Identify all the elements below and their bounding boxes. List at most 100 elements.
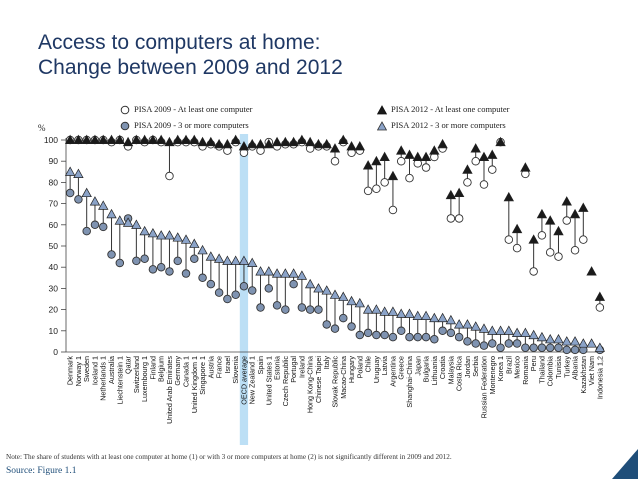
y-axis-label: % xyxy=(38,123,46,133)
marker-pisa2009-three xyxy=(107,250,116,259)
marker-pisa2009-one xyxy=(545,248,555,257)
marker-pisa2009-three xyxy=(181,269,191,278)
marker-pisa2012-three xyxy=(271,268,283,278)
marker-pisa2012-one xyxy=(379,151,390,161)
y-tick-label: 10 xyxy=(49,326,59,336)
x-category-label: OECD average xyxy=(239,356,248,405)
marker-pisa2009-three xyxy=(206,279,216,289)
marker-pisa2009-three xyxy=(223,294,232,304)
x-category-label: United Arab Emirates xyxy=(165,356,174,424)
x-category-label: Czech Republic xyxy=(281,356,290,407)
marker-pisa2012-one xyxy=(404,149,415,159)
marker-pisa2012-three xyxy=(172,232,183,242)
marker-pisa2009-three xyxy=(190,254,199,263)
marker-pisa2009-three xyxy=(173,256,182,266)
y-tick-label: 20 xyxy=(49,305,59,315)
marker-pisa2012-three xyxy=(503,325,515,335)
x-category-label: Korea 1 xyxy=(496,356,505,381)
x-category-label: Russian Federation xyxy=(479,356,488,418)
x-category-label: Hong Kong-China xyxy=(306,356,315,413)
marker-pisa2012-one xyxy=(189,134,200,145)
y-tick-label: 50 xyxy=(49,241,59,251)
marker-pisa2009-three xyxy=(132,256,141,266)
marker-pisa2012-three xyxy=(139,225,150,236)
y-tick-label: 100 xyxy=(44,135,58,145)
marker-pisa2009-three xyxy=(74,195,83,204)
marker-pisa2012-one xyxy=(578,202,589,212)
marker-pisa2009-three xyxy=(65,188,75,198)
marker-pisa2012-three xyxy=(396,308,407,318)
marker-pisa2009-three xyxy=(330,324,340,333)
marker-pisa2009-three xyxy=(363,328,373,338)
marker-pisa2012-three xyxy=(511,327,523,337)
y-tick-label: 80 xyxy=(49,177,59,187)
marker-pisa2009-three xyxy=(256,303,265,312)
marker-pisa2009-three xyxy=(570,345,580,355)
marker-pisa2012-one xyxy=(131,134,142,145)
marker-pisa2009-three xyxy=(322,320,331,329)
marker-pisa2012-three xyxy=(180,234,192,244)
marker-pisa2009-three xyxy=(247,286,257,295)
marker-pisa2012-one xyxy=(122,136,134,147)
x-category-label: Uruguay xyxy=(372,356,381,384)
x-category-label: Greece xyxy=(397,356,406,380)
marker-pisa2012-one xyxy=(172,134,183,145)
x-category-label: New Zealand 1 xyxy=(248,356,257,404)
x-category-label: Kazakhstan xyxy=(579,356,588,394)
marker-pisa2009-three xyxy=(339,313,348,323)
marker-pisa2009-three xyxy=(90,220,100,230)
x-category-label: Japan xyxy=(413,356,422,376)
marker-pisa2012-three xyxy=(487,325,498,335)
marker-pisa2012-three xyxy=(437,312,448,323)
marker-pisa2012-three xyxy=(420,310,432,320)
x-category-label: Romania xyxy=(521,356,530,385)
legend-label: PISA 2009 - 3 or more computers xyxy=(134,120,249,130)
marker-pisa2012-one xyxy=(288,136,299,147)
y-tick-label: 30 xyxy=(49,283,59,293)
marker-pisa2009-three xyxy=(115,258,125,268)
marker-pisa2009-three xyxy=(239,282,249,291)
marker-pisa2009-three xyxy=(165,267,174,276)
marker-pisa2012-one xyxy=(462,164,473,174)
legend-label: PISA 2012 - At least one computer xyxy=(391,104,510,114)
marker-pisa2009-one xyxy=(554,252,563,261)
x-category-label: Canada 1 xyxy=(182,356,191,387)
title-line-2: Change between 2009 and 2012 xyxy=(38,56,343,79)
x-category-label: Mexico xyxy=(513,356,522,379)
marker-pisa2009-one xyxy=(595,303,605,312)
marker-pisa2009-one xyxy=(396,156,406,166)
marker-pisa2012-three xyxy=(536,331,548,342)
marker-pisa2012-three xyxy=(263,266,274,276)
marker-pisa2012-one xyxy=(429,145,440,155)
marker-pisa2012-one xyxy=(553,225,564,236)
marker-pisa2012-three xyxy=(288,268,299,278)
marker-pisa2012-one xyxy=(213,138,225,149)
marker-pisa2012-three xyxy=(296,270,308,280)
marker-pisa2009-three xyxy=(272,301,282,310)
x-category-label: Iceland 1 xyxy=(90,356,99,385)
marker-pisa2012-one xyxy=(503,191,515,202)
x-category-label: Netherlands 1 xyxy=(99,356,108,401)
marker-pisa2009-three xyxy=(554,343,563,353)
legend-pisa2012-three: PISA 2012 - 3 or more computers xyxy=(376,120,506,131)
marker-pisa2012-one xyxy=(487,149,498,159)
marker-pisa2012-three xyxy=(528,329,539,340)
marker-pisa2012-one xyxy=(89,134,101,145)
marker-pisa2012-one xyxy=(594,291,606,301)
marker-pisa2012-three xyxy=(313,283,324,293)
marker-pisa2012-one xyxy=(520,162,531,172)
marker-pisa2012-one xyxy=(98,134,109,145)
marker-pisa2012-one xyxy=(387,170,399,181)
marker-pisa2012-one xyxy=(362,160,374,170)
marker-pisa2012-one xyxy=(205,136,217,147)
marker-pisa2012-one xyxy=(329,143,341,153)
marker-pisa2012-three xyxy=(222,255,233,265)
marker-pisa2012-one xyxy=(569,208,581,219)
marker-pisa2012-one xyxy=(73,134,84,145)
marker-pisa2012-one xyxy=(106,134,117,145)
marker-pisa2009-one xyxy=(463,178,472,187)
marker-pisa2012-three xyxy=(205,251,217,261)
marker-pisa2012-three xyxy=(122,217,134,227)
marker-pisa2012-three xyxy=(346,295,357,306)
legend-pisa2009-one: PISA 2009 - At least one computer xyxy=(120,104,253,115)
